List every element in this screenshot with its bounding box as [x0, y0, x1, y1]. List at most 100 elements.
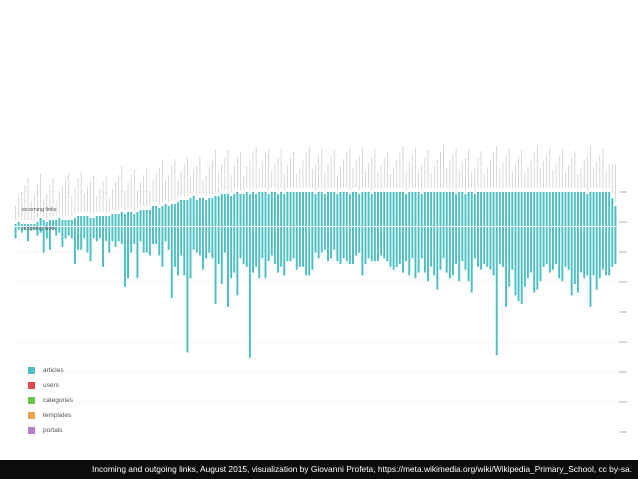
- incoming-bar: [383, 192, 386, 226]
- incoming-bar: [117, 214, 120, 226]
- incoming-bar: [58, 218, 61, 226]
- outgoing-links-label: outgoing links: [22, 226, 56, 232]
- outgoing-bar: [373, 227, 376, 262]
- outgoing-bar: [227, 227, 229, 307]
- outgoing-bar: [614, 227, 617, 265]
- outgoing-bar: [252, 227, 254, 273]
- outgoing-bar: [305, 227, 308, 276]
- outgoing-bar: [464, 227, 467, 270]
- outgoing-bar: [398, 227, 401, 265]
- incoming-bar: [255, 194, 258, 226]
- incoming-bar: [311, 192, 314, 226]
- incoming-bar: [467, 192, 470, 226]
- incoming-bar: [214, 196, 217, 226]
- outgoing-bar: [508, 227, 511, 287]
- outgoing-bar: [198, 227, 201, 256]
- incoming-bar: [476, 192, 479, 226]
- outgoing-bar: [476, 227, 479, 267]
- outgoing-bar: [80, 227, 83, 250]
- incoming-bar: [551, 192, 554, 226]
- incoming-bar: [161, 206, 164, 226]
- outgoing-bar: [255, 227, 258, 267]
- incoming-bar: [608, 192, 611, 226]
- legend-swatch-articles: [28, 367, 35, 374]
- outgoing-bar: [167, 227, 170, 250]
- outgoing-bar: [217, 227, 220, 265]
- incoming-bar: [227, 194, 229, 226]
- outgoing-bar: [598, 227, 601, 279]
- incoming-bar: [314, 194, 317, 226]
- outgoing-bar: [383, 227, 386, 259]
- outgoing-bar: [14, 227, 17, 239]
- outgoing-bar: [427, 227, 429, 282]
- incoming-bar: [73, 218, 76, 226]
- incoming-bar: [61, 220, 64, 226]
- incoming-bar: [508, 192, 511, 226]
- incoming-bar: [408, 192, 411, 226]
- incoming-bar: [20, 224, 23, 226]
- outgoing-bar: [601, 227, 604, 270]
- incoming-bar: [92, 218, 95, 226]
- outgoing-bar: [211, 227, 214, 259]
- outgoing-bar: [92, 227, 95, 239]
- outgoing-bar: [208, 227, 211, 253]
- outgoing-bar: [148, 227, 151, 256]
- outgoing-bar: [214, 227, 217, 304]
- outgoing-bar: [52, 227, 55, 230]
- incoming-bar: [548, 192, 551, 226]
- incoming-bar: [264, 192, 267, 226]
- incoming-bar: [289, 192, 292, 226]
- incoming-bar: [398, 192, 401, 226]
- caption-bar: Incoming and outgoing links, August 2015…: [0, 460, 638, 479]
- outgoing-bar: [558, 227, 561, 279]
- incoming-bar: [108, 216, 111, 226]
- incoming-bar: [64, 220, 67, 226]
- outgoing-bar: [345, 227, 348, 262]
- legend-swatch-portals: [28, 427, 35, 434]
- outgoing-bar: [333, 227, 336, 250]
- outgoing-bar: [489, 227, 492, 270]
- incoming-bar: [570, 192, 573, 226]
- incoming-bar: [501, 192, 504, 226]
- outgoing-bar: [239, 227, 242, 259]
- incoming-bar: [433, 192, 436, 226]
- incoming-bar: [555, 192, 558, 226]
- incoming-bar: [170, 204, 173, 226]
- incoming-bar: [411, 192, 414, 226]
- outgoing-bar: [533, 227, 536, 293]
- legend-label-portals: portals: [43, 427, 63, 434]
- legend-label-users: users: [43, 382, 59, 389]
- outgoing-bar: [286, 227, 289, 262]
- y-tick-mark: [619, 431, 627, 433]
- caption-text: Incoming and outgoing links, August 2015…: [92, 464, 632, 474]
- incoming-bar: [405, 194, 408, 226]
- outgoing-bar: [108, 227, 111, 253]
- incoming-bar: [142, 210, 145, 226]
- incoming-bar: [520, 192, 523, 226]
- incoming-bar: [292, 192, 295, 226]
- outgoing-bar: [530, 227, 533, 273]
- incoming-bar: [242, 194, 245, 226]
- incoming-bar: [298, 192, 301, 226]
- incoming-bar: [583, 192, 586, 226]
- incoming-bar: [111, 214, 114, 226]
- outgoing-bar: [248, 227, 251, 359]
- outgoing-bar: [411, 227, 414, 259]
- incoming-bar: [130, 212, 133, 226]
- outgoing-bar: [492, 227, 495, 276]
- outgoing-bar: [27, 227, 30, 242]
- incoming-bar: [342, 192, 345, 226]
- outgoing-bar: [470, 227, 473, 293]
- outgoing-bar: [586, 227, 589, 276]
- outgoing-bar: [595, 227, 598, 290]
- incoming-bar: [389, 192, 392, 226]
- outgoing-bar: [592, 227, 595, 276]
- incoming-bar: [386, 192, 389, 226]
- incoming-bar: [367, 192, 370, 226]
- outgoing-bar: [23, 227, 26, 230]
- incoming-bar: [283, 194, 286, 226]
- incoming-bar: [533, 192, 536, 226]
- incoming-bar: [17, 222, 20, 226]
- incoming-bar: [473, 194, 476, 226]
- outgoing-bar: [414, 227, 417, 279]
